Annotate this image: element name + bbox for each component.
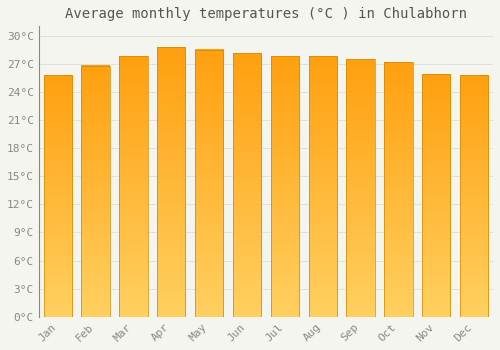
Bar	[82, 66, 110, 317]
Bar	[270, 56, 299, 317]
Title: Average monthly temperatures (°C ) in Chulabhorn: Average monthly temperatures (°C ) in Ch…	[65, 7, 467, 21]
Bar	[157, 47, 186, 317]
Bar	[422, 74, 450, 317]
Bar	[460, 75, 488, 317]
Bar	[195, 50, 224, 317]
Bar	[346, 59, 375, 317]
Bar	[384, 62, 412, 317]
Bar	[233, 54, 261, 317]
Bar	[308, 56, 337, 317]
Bar	[44, 75, 72, 317]
Bar	[119, 56, 148, 317]
